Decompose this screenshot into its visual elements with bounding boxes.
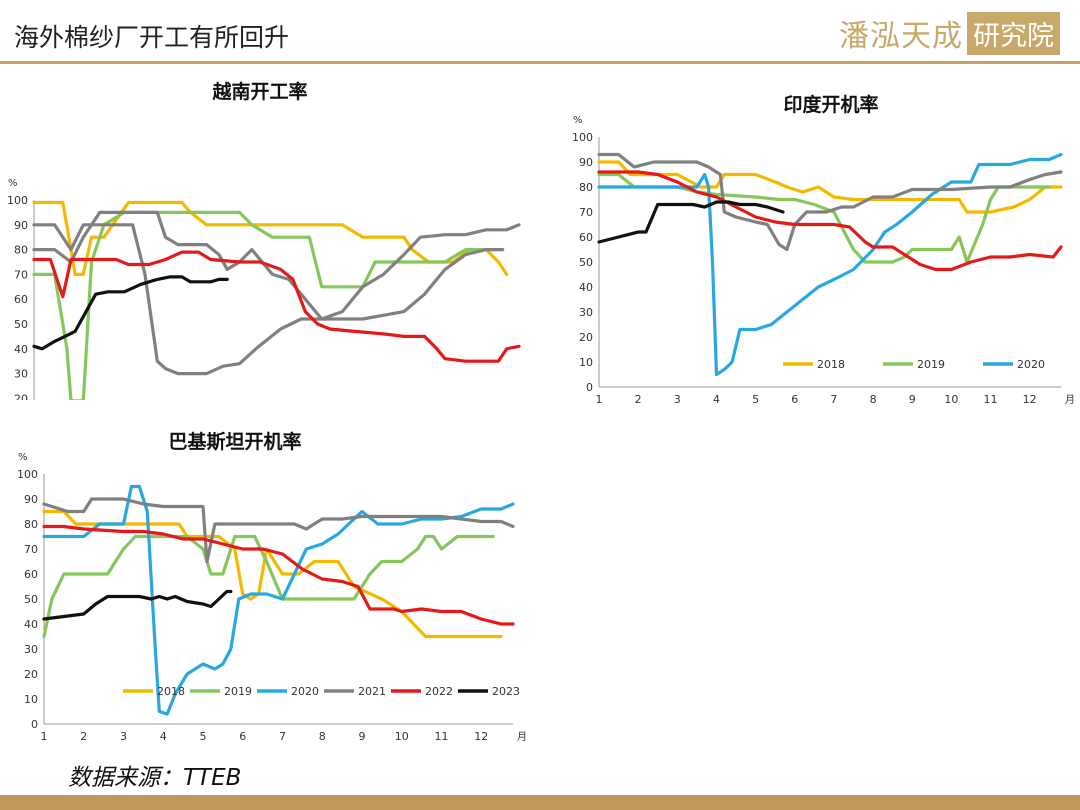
y-tick-label: 0 <box>31 718 38 731</box>
chart-vietnam: 越南开工率%0102030405060708090100123456789101… <box>7 80 521 400</box>
y-tick-label: 80 <box>14 244 28 257</box>
y-unit-label: % <box>8 178 18 189</box>
legend-label: 2023 <box>492 685 520 698</box>
y-tick-label: 100 <box>17 468 38 481</box>
logo-box-text: 研究院 <box>967 11 1060 55</box>
y-tick-label: 30 <box>579 306 593 319</box>
legend-label: 2020 <box>291 685 319 698</box>
x-unit-label: 月 <box>517 731 527 743</box>
x-tick-label: 4 <box>160 730 167 743</box>
header-rule <box>0 61 1080 64</box>
legend-label: 2018 <box>157 685 185 698</box>
x-tick-label: 9 <box>909 393 916 406</box>
y-tick-label: 50 <box>14 318 28 331</box>
x-tick-label: 3 <box>674 393 681 406</box>
series-line-2021 <box>32 210 521 321</box>
x-tick-label: 12 <box>1023 393 1037 406</box>
x-tick-label: 1 <box>596 393 603 406</box>
legend-label: 2019 <box>917 358 945 371</box>
series-line-2023 <box>42 589 233 621</box>
y-tick-label: 60 <box>14 293 28 306</box>
x-tick-label: 12 <box>474 730 488 743</box>
x-tick-label: 9 <box>358 730 365 743</box>
series-line-2020 <box>597 152 1063 377</box>
legend-label: 2021 <box>358 685 386 698</box>
series-line-2019 <box>32 210 505 400</box>
y-tick-label: 40 <box>14 343 28 356</box>
x-tick-label: 8 <box>319 730 326 743</box>
y-tick-label: 0 <box>586 381 593 394</box>
y-unit-label: % <box>18 452 28 463</box>
series-line-2022 <box>32 250 521 363</box>
y-tick-label: 80 <box>24 518 38 531</box>
y-tick-label: 90 <box>579 156 593 169</box>
x-tick-label: 5 <box>199 730 206 743</box>
y-unit-label: % <box>573 115 583 126</box>
y-tick-label: 80 <box>579 181 593 194</box>
y-tick-label: 30 <box>14 368 28 381</box>
logo-main-text: 潘泓天成 <box>839 19 963 54</box>
y-tick-label: 90 <box>14 219 28 232</box>
y-tick-label: 60 <box>579 231 593 244</box>
y-tick-label: 40 <box>579 281 593 294</box>
y-tick-label: 100 <box>7 194 28 207</box>
y-tick-label: 50 <box>579 256 593 269</box>
y-tick-label: 10 <box>579 356 593 369</box>
y-tick-label: 60 <box>24 568 38 581</box>
y-tick-label: 100 <box>572 131 593 144</box>
series-line-unnamed <box>597 152 1063 252</box>
x-tick-label: 6 <box>791 393 798 406</box>
x-tick-label: 7 <box>830 393 837 406</box>
y-tick-label: 70 <box>579 206 593 219</box>
y-tick-label: 10 <box>24 693 38 706</box>
legend-label: 2018 <box>817 358 845 371</box>
x-tick-label: 11 <box>984 393 998 406</box>
series-line-unnamed <box>597 200 785 244</box>
header: 海外棉纱厂开工有所回升 潘泓天成 研究院 <box>0 0 1080 64</box>
x-tick-label: 2 <box>80 730 87 743</box>
y-tick-label: 90 <box>24 493 38 506</box>
chart-title: 越南开工率 <box>211 80 307 103</box>
series-line-2023 <box>32 275 229 351</box>
y-tick-label: 40 <box>24 618 38 631</box>
y-tick-label: 20 <box>579 331 593 344</box>
chart-title: 巴基斯坦开机率 <box>168 430 301 453</box>
series-line-2020 <box>42 484 515 716</box>
y-tick-label: 50 <box>24 593 38 606</box>
series-line-2022 <box>42 524 515 626</box>
y-tick-label: 70 <box>24 543 38 556</box>
series-line-2019 <box>42 534 495 639</box>
x-tick-label: 10 <box>395 730 409 743</box>
y-tick-label: 30 <box>24 643 38 656</box>
y-tick-label: 20 <box>14 392 28 400</box>
x-tick-label: 3 <box>120 730 127 743</box>
series-line-2021 <box>42 497 515 564</box>
footer-bar <box>0 795 1080 810</box>
legend-label: 2020 <box>1017 358 1045 371</box>
x-tick-label: 11 <box>434 730 448 743</box>
y-tick-label: 70 <box>14 268 28 281</box>
series-line-unnamed <box>597 170 1063 272</box>
page-title: 海外棉纱厂开工有所回升 <box>14 23 290 52</box>
y-tick-label: 20 <box>24 668 38 681</box>
series-line-2018 <box>597 160 1063 214</box>
chart-title: 印度开机率 <box>783 93 878 116</box>
x-tick-label: 10 <box>944 393 958 406</box>
x-unit-label: 月 <box>1065 394 1075 406</box>
legend-label: 2022 <box>425 685 453 698</box>
x-tick-label: 4 <box>713 393 720 406</box>
legend-label: 2019 <box>224 685 252 698</box>
x-tick-label: 2 <box>635 393 642 406</box>
data-source: 数据来源：TTEB <box>68 765 242 791</box>
x-tick-label: 1 <box>41 730 48 743</box>
x-tick-label: 6 <box>239 730 246 743</box>
x-tick-label: 5 <box>752 393 759 406</box>
x-tick-label: 8 <box>870 393 877 406</box>
logo: 潘泓天成 研究院 <box>839 11 1060 55</box>
x-tick-label: 7 <box>279 730 286 743</box>
series-line-2020 <box>32 223 505 376</box>
